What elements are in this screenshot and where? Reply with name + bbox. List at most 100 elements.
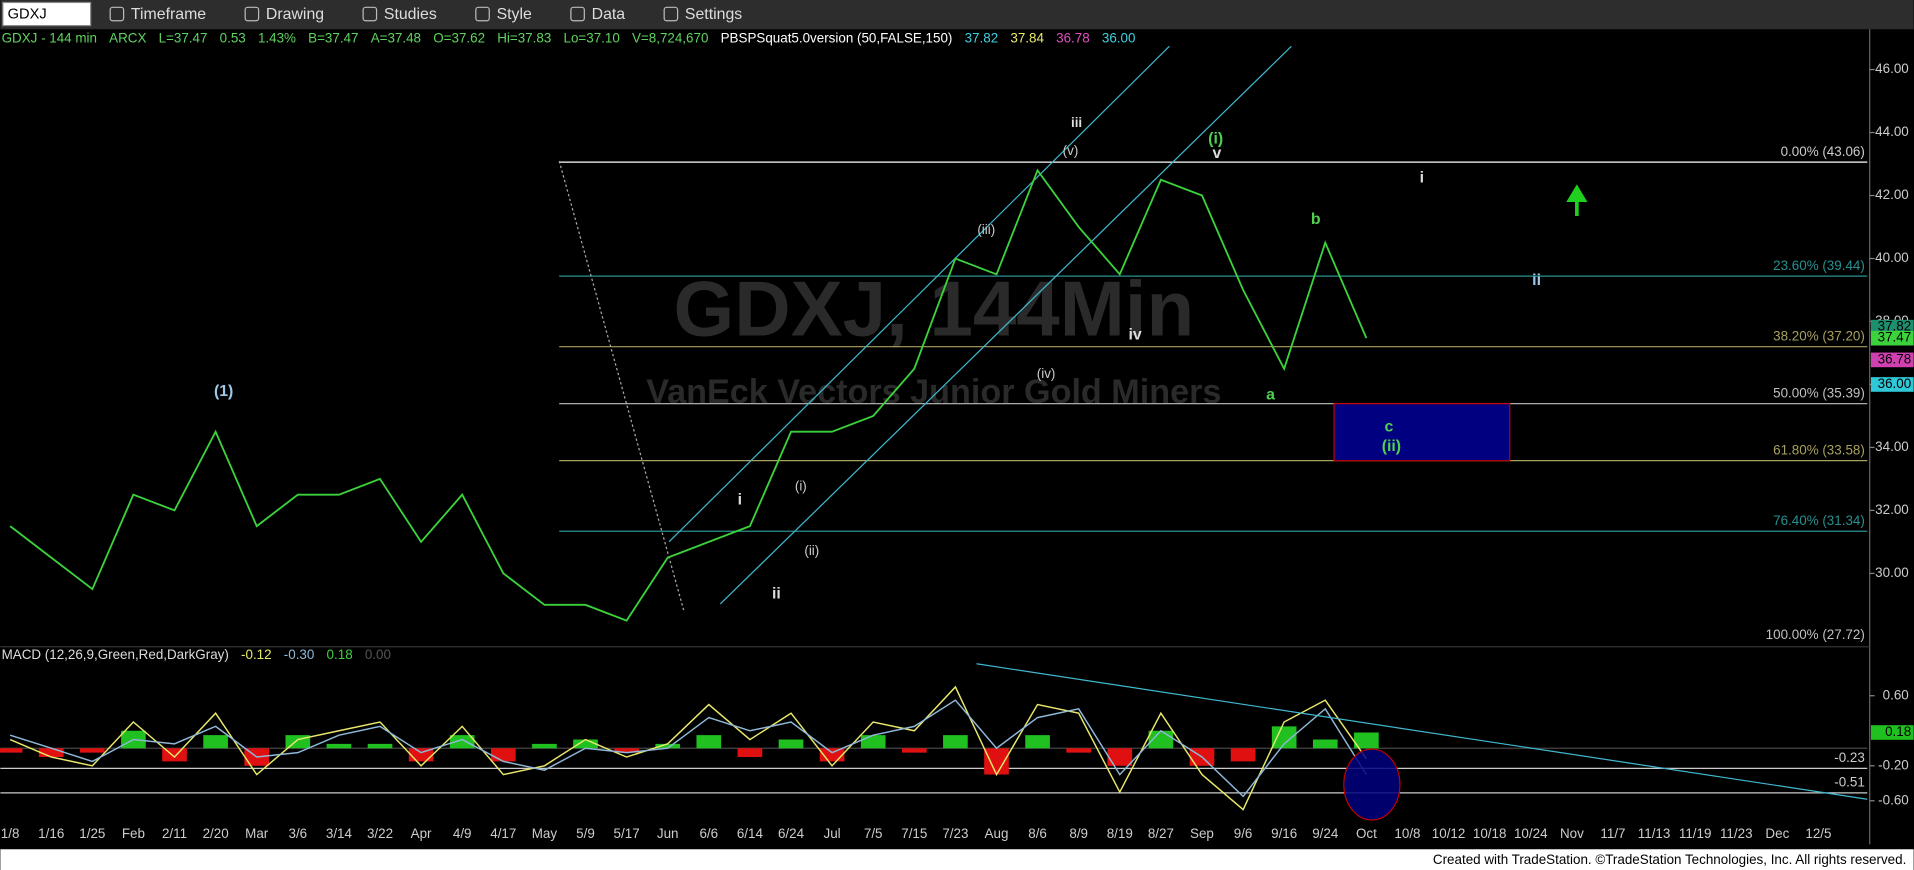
info-value: -0.12 — [241, 647, 272, 662]
x-tick-label: 2/11 — [162, 826, 187, 841]
symbol[interactable]: GDXJ — [8, 7, 47, 23]
x-tick-label: 7/5 — [864, 826, 883, 841]
price-badge — [1870, 330, 1914, 346]
x-tick-label: 12/5 — [1805, 826, 1831, 841]
y-tick-label: 40.00 — [1875, 250, 1909, 265]
x-tick-label: 11/13 — [1638, 826, 1671, 841]
study-title: GDXJ - 144 min — [2, 31, 97, 46]
x-tick-label: 11/7 — [1600, 826, 1625, 841]
fib-label: 23.60% (39.44) — [1773, 258, 1865, 273]
histogram-bar — [1354, 732, 1379, 749]
histogram-bar — [778, 739, 804, 749]
histogram-bar — [737, 748, 763, 758]
wave-label: (i) — [1208, 130, 1223, 147]
toolbar-item[interactable]: Style — [497, 6, 532, 23]
x-tick-label: Jun — [657, 826, 679, 841]
fib-label: 61.80% (33.58) — [1773, 442, 1865, 457]
histogram-bar — [203, 735, 228, 749]
toolbar-icon[interactable] — [475, 6, 490, 22]
toolbar-item[interactable]: Studies — [384, 6, 437, 23]
x-tick-label: Dec — [1765, 826, 1789, 841]
x-tick-label: Aug — [985, 826, 1009, 841]
x-tick-label: 4/9 — [453, 826, 472, 841]
x-tick-label: Nov — [1560, 826, 1584, 841]
info-value: L=37.47 — [159, 31, 208, 46]
wave-label: (v) — [1063, 143, 1079, 158]
x-tick-label: 9/6 — [1234, 826, 1253, 841]
channel-line — [668, 45, 1170, 543]
info-value: A=37.48 — [371, 31, 421, 46]
toolbar — [0, 0, 1914, 30]
toolbar-item[interactable]: Data — [592, 6, 626, 23]
fib-label: 38.20% (37.20) — [1773, 328, 1865, 343]
x-tick-label: 10/18 — [1473, 826, 1507, 841]
info-value: 0.53 — [220, 31, 246, 46]
wave-label: i — [738, 491, 742, 508]
histogram-bar — [1312, 739, 1338, 749]
toolbar-icon[interactable] — [570, 6, 585, 22]
x-tick-label: 8/6 — [1028, 826, 1047, 841]
y-tick-label: 46.00 — [1875, 61, 1909, 76]
wave-label: iv — [1129, 327, 1142, 344]
footer: Created with TradeStation. ©TradeStation… — [1433, 852, 1906, 867]
x-tick-label: 8/9 — [1069, 826, 1088, 841]
histogram-bar — [696, 735, 722, 749]
price-line — [9, 168, 1368, 622]
x-tick-label: 2/20 — [203, 826, 229, 841]
histogram-bar — [1025, 735, 1050, 749]
x-tick-label: 6/6 — [699, 826, 718, 841]
histogram-bar — [1066, 748, 1092, 753]
y-tick-label: 32.00 — [1875, 502, 1909, 517]
info-value: ARCX — [109, 31, 146, 46]
info-value: 1.43% — [258, 31, 296, 46]
y-tick-label: 34.00 — [1875, 439, 1909, 454]
info-value: 0.00 — [365, 647, 391, 662]
x-tick-label: 10/8 — [1394, 826, 1420, 841]
wave-label: (1) — [214, 383, 233, 400]
toolbar-item[interactable]: Timeframe — [131, 6, 206, 23]
channel-line — [719, 45, 1292, 605]
wave-label: a — [1266, 387, 1275, 404]
macd-badge-label: 0.18 — [1885, 724, 1911, 739]
histogram-bar — [901, 748, 927, 753]
wave-label: (ii) — [804, 543, 819, 558]
highlight-circle — [1343, 748, 1401, 821]
fib-label: 50.00% (35.39) — [1773, 385, 1865, 400]
info-value: B=37.47 — [308, 31, 358, 46]
wave-label: (ii) — [1382, 438, 1401, 455]
x-tick-label: Feb — [122, 826, 145, 841]
toolbar-item[interactable]: Settings — [685, 6, 742, 23]
level-label: -0.23 — [1834, 750, 1865, 765]
histogram-bar — [655, 743, 681, 749]
toolbar-item[interactable]: Drawing — [266, 6, 324, 23]
macd-line — [9, 699, 1367, 798]
x-tick-label: 3/14 — [326, 826, 353, 841]
histogram-bar — [1271, 726, 1297, 749]
toolbar-icon[interactable] — [663, 6, 679, 22]
fib-label: 100.00% (27.72) — [1766, 627, 1865, 642]
info-value: O=37.62 — [433, 31, 485, 46]
wave-label: v — [1212, 145, 1221, 162]
y-tick-label: -0.20 — [1878, 757, 1909, 772]
info-value: Hi=37.83 — [497, 31, 551, 46]
study-title: MACD (12,26,9,Green,Red,DarkGray) — [2, 647, 229, 662]
price-badge-label: 36.00 — [1878, 376, 1912, 391]
wave-label: ii — [772, 585, 781, 602]
info-value: 37.82 — [965, 31, 999, 46]
price-badge-label: 37.47 — [1878, 330, 1912, 345]
x-tick-label: 5/17 — [614, 826, 640, 841]
toolbar-icon[interactable] — [109, 6, 125, 22]
info-value: V=8,724,670 — [632, 31, 708, 46]
x-tick-label: 8/27 — [1148, 826, 1174, 841]
histogram-bar — [0, 748, 23, 753]
histogram-bar — [614, 748, 639, 753]
price-badge — [1870, 319, 1914, 335]
info-value: -0.30 — [284, 647, 315, 662]
level-label: -0.51 — [1834, 775, 1865, 790]
y-tick-label: 0.60 — [1883, 687, 1909, 702]
toolbar-icon[interactable] — [362, 6, 378, 22]
symbol-box[interactable] — [2, 1, 92, 27]
toolbar-icon[interactable] — [244, 6, 260, 22]
